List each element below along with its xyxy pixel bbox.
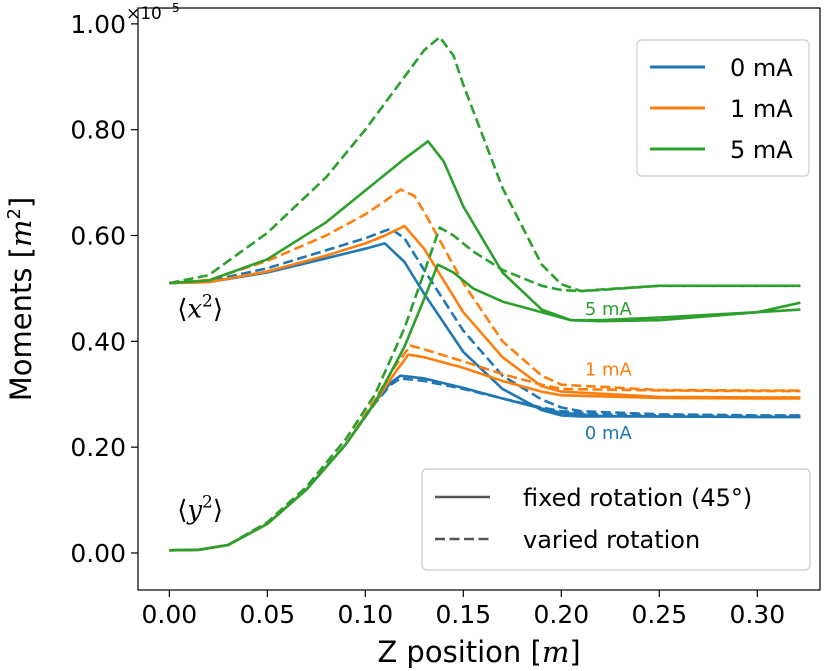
legend-current-label-0: 0 mA — [730, 54, 793, 82]
y-scale-note: ×10−5 — [126, 1, 180, 24]
x-tick-label-1: 0.05 — [240, 600, 296, 629]
x-tick-label-4: 0.20 — [533, 600, 589, 629]
legend-layer: 0 mA 1 mA 5 mA fixed rotation (45°) varied r… — [421, 39, 811, 571]
legend-currents-frame — [636, 39, 810, 177]
series-line-1 — [169, 227, 801, 417]
x-tick-label-3: 0.15 — [435, 600, 491, 629]
annotation-2: 0 mA — [585, 423, 633, 444]
y-tick-label-1: 0.20 — [70, 433, 126, 462]
y-tick-label-0: 0.00 — [70, 539, 126, 568]
annotation-1: 1 mA — [585, 360, 633, 381]
annotation-0: 5 mA — [585, 299, 633, 320]
y-axis-label: Moments [m2] — [4, 197, 38, 402]
legend-current-label-2: 5 mA — [730, 136, 793, 164]
series-layer — [169, 35, 801, 552]
y-tick-label-5: 1.00 — [70, 10, 126, 39]
moment-label-x: ⟨x2⟩ — [177, 292, 223, 325]
legend-style-label-1: varied rotation — [523, 526, 700, 554]
series-line-3 — [169, 188, 801, 392]
legend-style-label-0: fixed rotation (45°) — [523, 484, 752, 512]
x-tick-label-6: 0.30 — [729, 600, 785, 629]
y-tick-label-4: 0.80 — [70, 116, 126, 145]
moment-label-y: ⟨y2⟩ — [177, 493, 223, 526]
legend-styles: fixed rotation (45°) varied rotation — [421, 468, 811, 571]
x-tick-label-0: 0.00 — [142, 600, 198, 629]
legend-currents: 0 mA 1 mA 5 mA — [636, 39, 810, 177]
x-axis-label: Z position [m] — [377, 635, 580, 669]
series-line-2 — [169, 224, 801, 399]
x-tick-label-5: 0.25 — [631, 600, 687, 629]
series-line-10 — [169, 263, 801, 552]
axes-layer: 0.00 0.05 0.10 0.15 0.20 0.25 0.30 0.00 0.20 0.40… — [4, 1, 821, 669]
legend-styles-frame — [421, 468, 811, 571]
series-line-4 — [169, 140, 801, 322]
legend-current-label-1: 1 mA — [730, 95, 793, 123]
x-tick-label-2: 0.10 — [337, 600, 393, 629]
y-tick-label-3: 0.60 — [70, 222, 126, 251]
plot-frame — [137, 7, 821, 591]
y-tick-label-2: 0.40 — [70, 327, 126, 356]
series-line-11 — [169, 226, 801, 552]
annotation-layer: ⟨x2⟩ ⟨y2⟩ 5 mA 1 mA 0 mA — [177, 292, 632, 526]
